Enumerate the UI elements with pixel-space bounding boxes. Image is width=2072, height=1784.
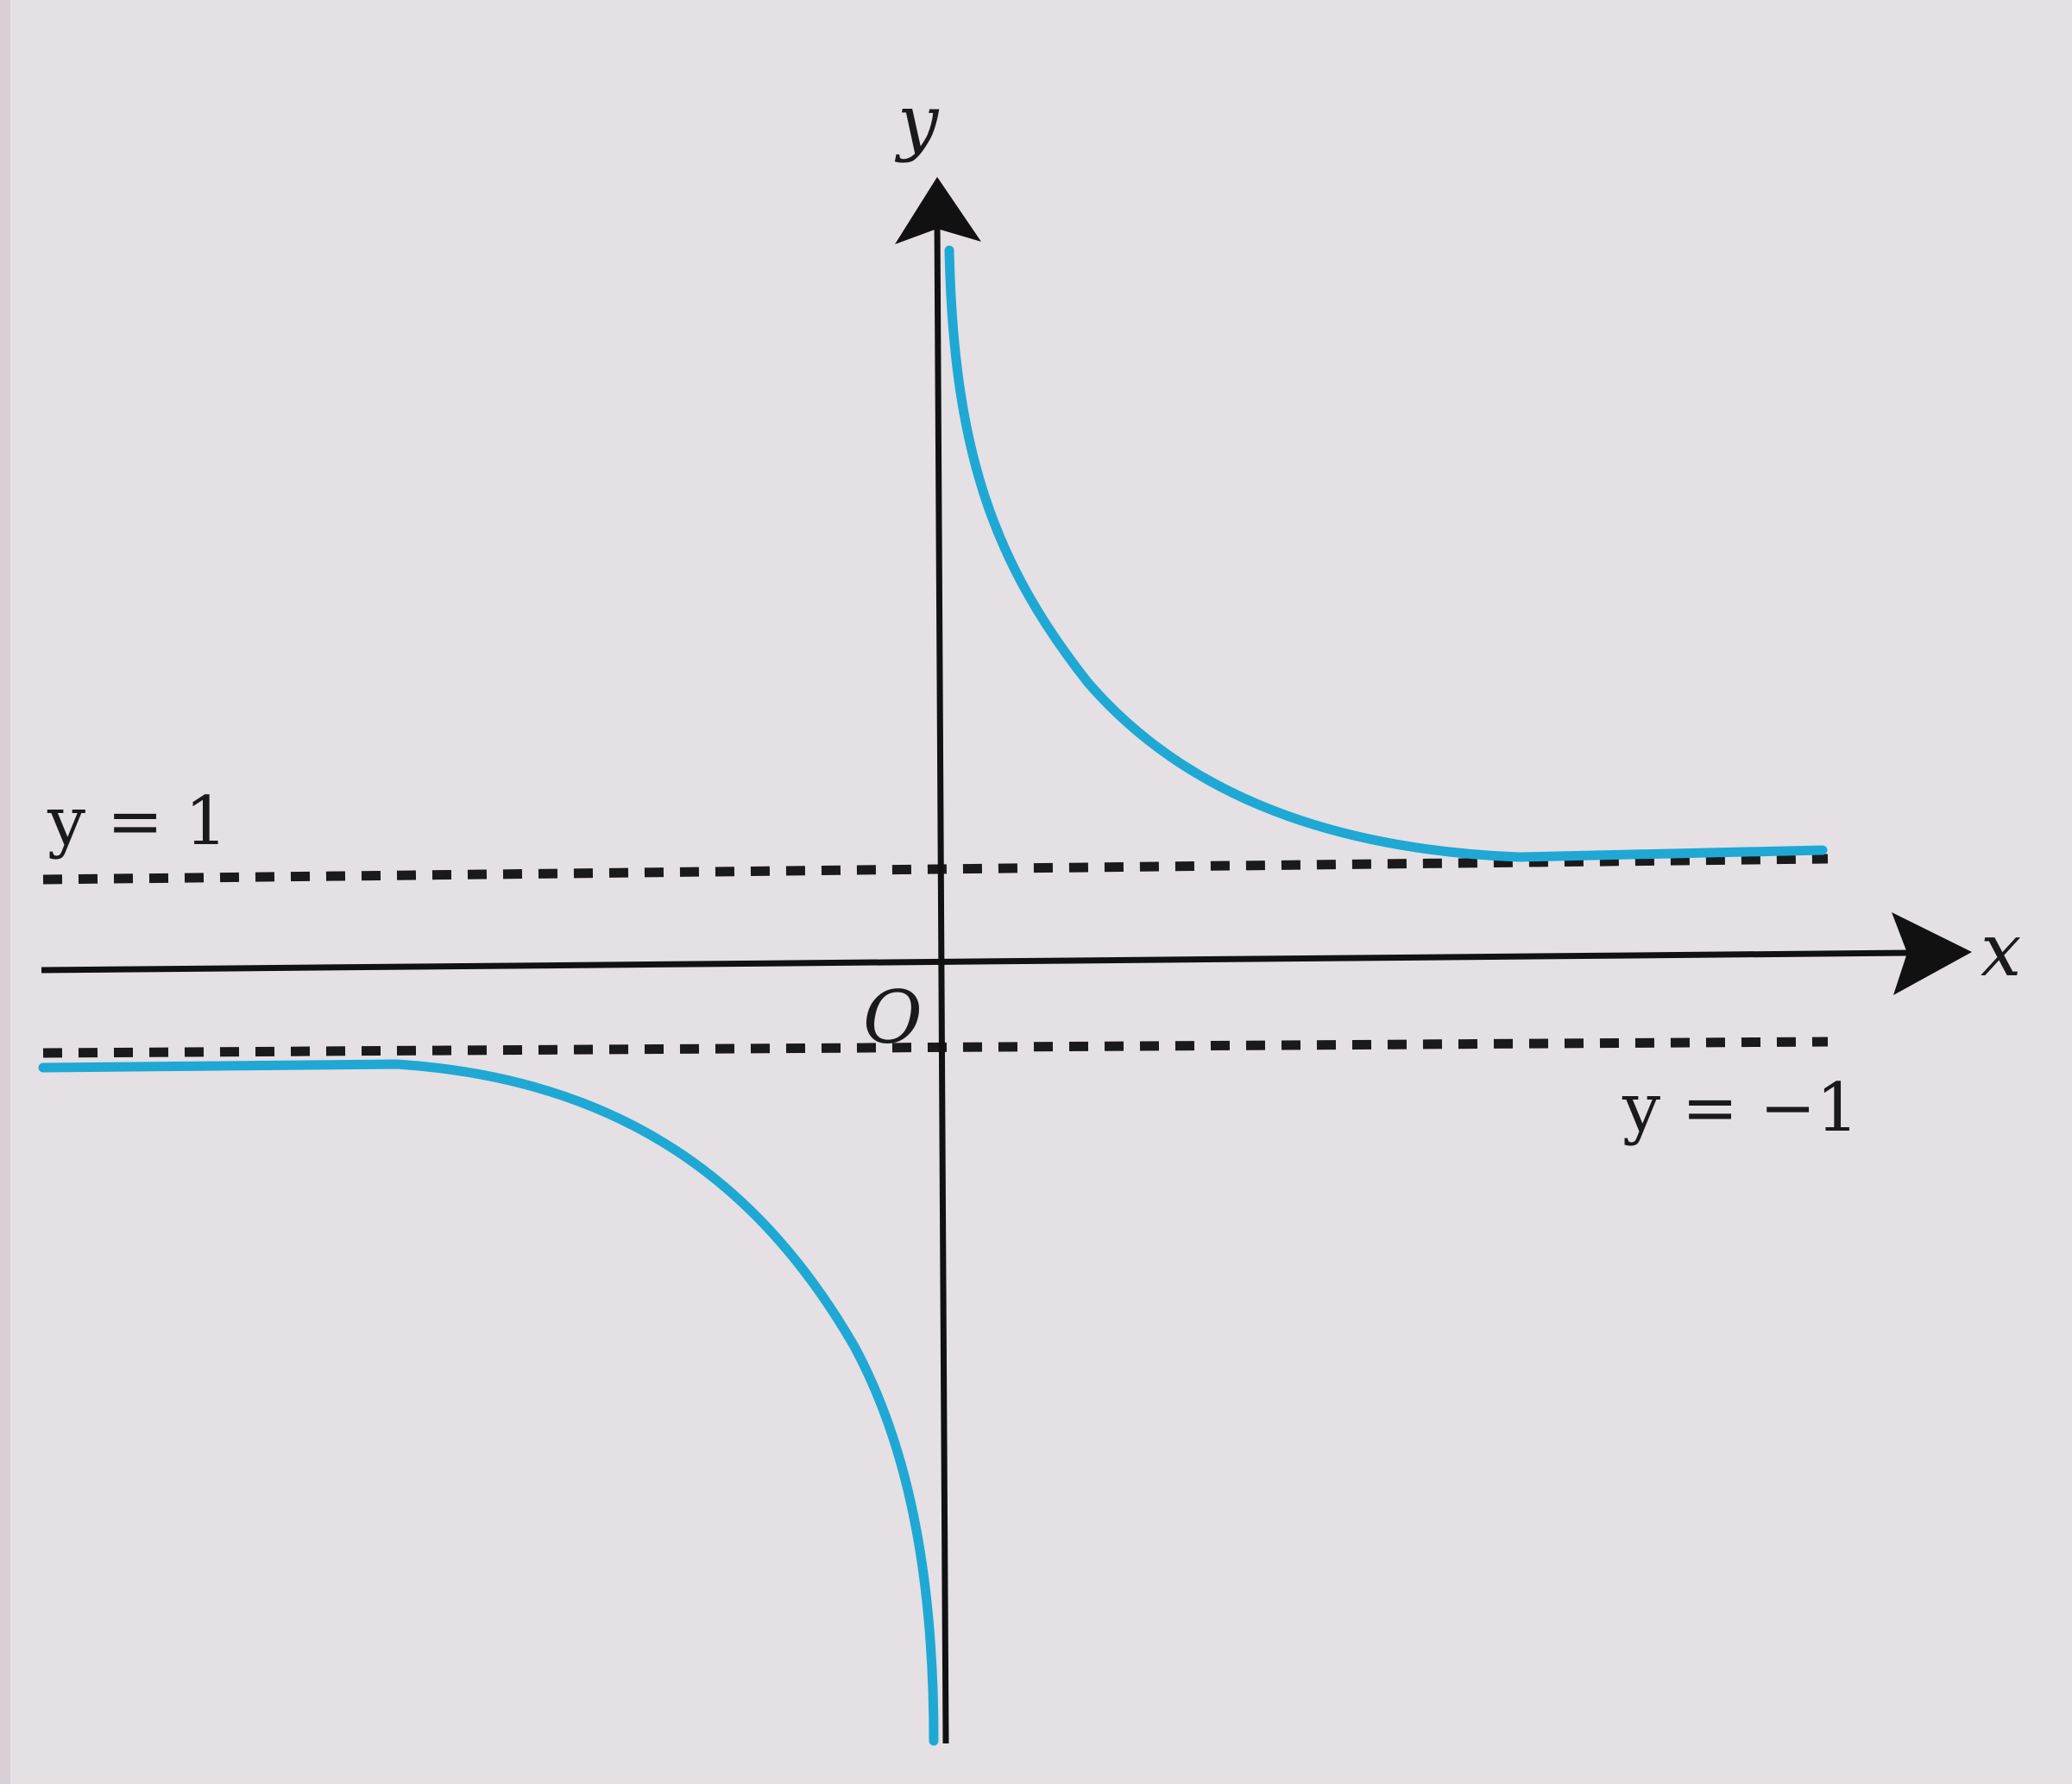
origin-label: O — [863, 975, 923, 1060]
x-axis-arrow — [1892, 912, 1972, 995]
asymptote-y-minus-1-label: y = −1 — [1622, 1069, 1859, 1147]
asymptote-y-1-label: y = 1 — [47, 783, 228, 860]
page-edge — [0, 0, 10, 1784]
x-axis-line — [41, 949, 1912, 974]
x-axis-label: x — [1981, 908, 2021, 993]
y-axis-label: y — [894, 79, 940, 164]
y-axis-arrow — [895, 177, 981, 244]
asymptote-y-minus-1-line — [42, 1037, 1829, 1058]
asymptote-y-1-line — [42, 854, 1829, 885]
curve-branch-right — [944, 245, 1828, 862]
curve-branch-left — [38, 1059, 939, 1746]
y-axis-line — [934, 219, 949, 1744]
